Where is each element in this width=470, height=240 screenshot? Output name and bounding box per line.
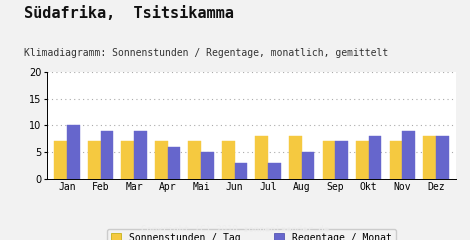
Bar [302, 152, 314, 179]
Bar [235, 163, 247, 179]
Bar [356, 141, 369, 179]
Bar [335, 141, 348, 179]
Bar [289, 136, 302, 179]
Bar [55, 141, 67, 179]
Bar [256, 136, 268, 179]
Text: Südafrika,  Tsitsikamma: Südafrika, Tsitsikamma [24, 6, 234, 21]
Bar [88, 141, 101, 179]
Bar [390, 141, 402, 179]
Bar [188, 141, 201, 179]
Bar [168, 147, 180, 179]
Bar [369, 136, 382, 179]
Legend: Sonnenstunden / Tag, Regentage / Monat: Sonnenstunden / Tag, Regentage / Monat [107, 229, 396, 240]
Bar [423, 136, 436, 179]
Bar [155, 141, 168, 179]
Bar [402, 131, 415, 179]
Bar [101, 131, 113, 179]
Bar [67, 125, 80, 179]
Bar [322, 141, 335, 179]
Bar [268, 163, 281, 179]
Bar [436, 136, 448, 179]
Bar [134, 131, 147, 179]
Text: Copyright (C) 2010 sonnenlaender.de: Copyright (C) 2010 sonnenlaender.de [141, 225, 329, 234]
Bar [222, 141, 235, 179]
Bar [201, 152, 214, 179]
Bar [121, 141, 134, 179]
Text: Klimadiagramm: Sonnenstunden / Regentage, monatlich, gemittelt: Klimadiagramm: Sonnenstunden / Regentage… [24, 48, 388, 58]
